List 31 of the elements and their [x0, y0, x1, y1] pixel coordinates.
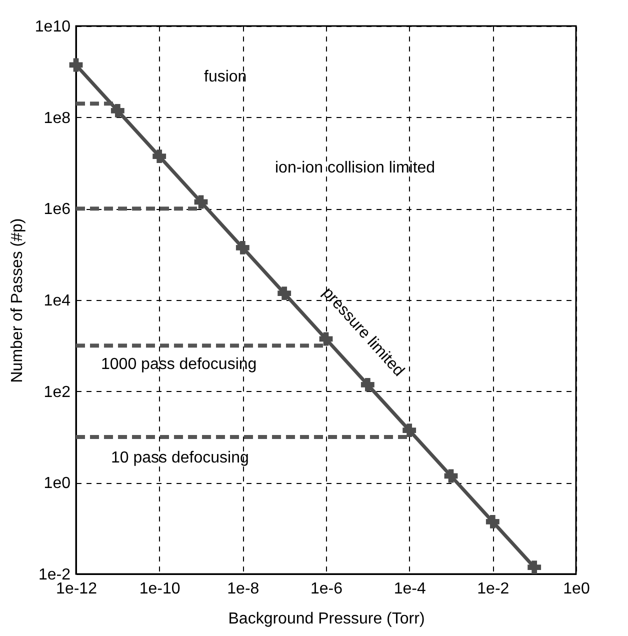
x-tick-label: 1e-12: [56, 580, 98, 598]
point: [236, 240, 250, 254]
annotation: 1000 pass defocusing: [101, 356, 257, 374]
x-tick-label: 1e-4: [394, 580, 426, 598]
y-tick-label: 1e6: [44, 201, 71, 218]
x-tick-label: 1e-2: [477, 580, 510, 598]
point: [69, 58, 83, 72]
point: [402, 424, 416, 438]
y-tick-label: 1e0: [44, 475, 71, 492]
point: [528, 560, 542, 574]
x-tick-label: 1e-8: [227, 580, 260, 598]
annotation: fusion: [204, 68, 247, 86]
point: [486, 514, 500, 528]
x-tick-label: 1e0: [563, 580, 590, 598]
point: [360, 378, 374, 392]
x-axis-title: Background Pressure (Torr): [228, 610, 425, 628]
y-axis-title: Number of Passes (#p): [8, 218, 26, 383]
y-tick-label: 1e4: [44, 292, 71, 310]
y-tick-label: 1e10: [34, 18, 71, 36]
x-tick-label: 1e-6: [310, 580, 343, 598]
x-tick-label: 1e-10: [139, 580, 180, 598]
point: [444, 469, 458, 483]
y-tick-label: 1e8: [44, 110, 71, 127]
annotation: ion-ion collision limited: [275, 159, 436, 176]
y-tick-label: 1e-2: [38, 566, 71, 584]
point: [194, 195, 208, 209]
point: [278, 286, 292, 300]
point: [152, 150, 166, 164]
point: [110, 104, 124, 118]
annotation: 10 pass defocusing: [111, 449, 249, 466]
y-tick-label: 1e2: [44, 384, 71, 401]
